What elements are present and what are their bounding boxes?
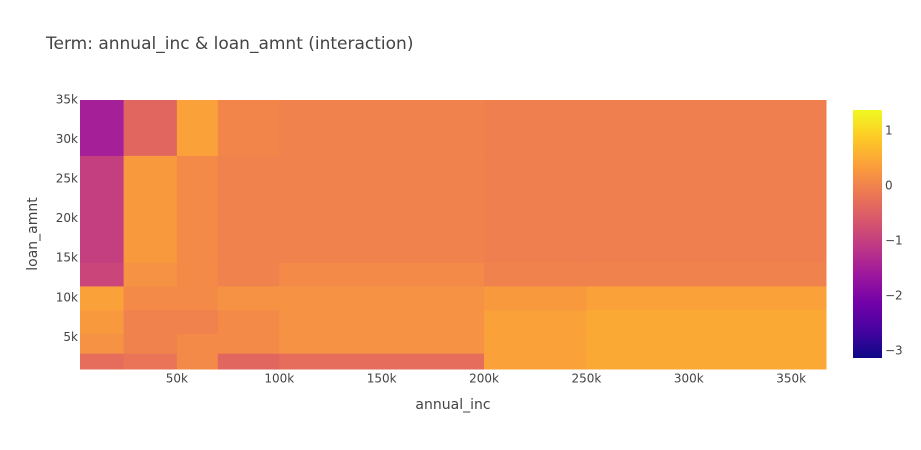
heatmap-cell [217, 155, 280, 263]
y-tick-label: 20k [56, 211, 78, 225]
heatmap-cell [484, 309, 587, 334]
heatmap-cell [176, 285, 219, 311]
y-tick-label: 5k [63, 330, 78, 344]
chart-title: Term: annual_inc & loan_amnt (interactio… [45, 34, 413, 54]
heatmap-cell [586, 309, 827, 334]
heatmap-cell [484, 353, 587, 370]
heatmap-cell [217, 333, 280, 354]
colorbar-tick-label: −1 [885, 233, 903, 247]
heatmap-cell [279, 100, 485, 156]
heatmap-cell [80, 309, 125, 334]
heatmap-cell [217, 285, 280, 311]
colorbar-tick-label: 0 [885, 178, 893, 192]
heatmap-cell [484, 155, 587, 263]
colorbar [853, 110, 882, 358]
heatmap-cell [80, 155, 125, 263]
y-tick-label: 10k [56, 290, 78, 304]
heatmap-cell [123, 333, 178, 354]
heatmap-cell [123, 262, 178, 287]
heatmap-cell [279, 333, 485, 354]
heatmap-cell [176, 353, 219, 370]
y-tick-label: 15k [56, 251, 78, 265]
heatmap-cell [80, 353, 125, 370]
heatmap-cell [484, 100, 587, 156]
heatmap-cell [217, 262, 280, 287]
heatmap-cell [176, 333, 219, 354]
x-tick-label: 150k [367, 372, 397, 386]
colorbar-tick-label: −2 [885, 288, 903, 302]
heatmap-cell [586, 333, 827, 354]
heatmap-cell [586, 262, 827, 287]
y-axis-title: loan_amnt [25, 197, 41, 271]
heatmap-cell [80, 262, 125, 287]
heatmap-cell [80, 100, 125, 156]
heatmap-cell [176, 262, 219, 287]
x-tick-label: 250k [571, 372, 601, 386]
heatmap-cell [279, 353, 485, 370]
heatmap-cell [279, 155, 485, 263]
heatmap-cell [123, 100, 178, 156]
heatmap-cell [176, 309, 219, 334]
x-tick-label: 350k [776, 372, 806, 386]
heatmap-cell [279, 262, 485, 287]
heatmap-cell [484, 262, 587, 287]
y-tick-label: 25k [56, 172, 78, 186]
y-tick-label: 35k [56, 93, 78, 107]
heatmap-cell [484, 333, 587, 354]
heatmap-cell [586, 155, 827, 263]
heatmap-cell [176, 155, 219, 263]
heatmap-cell [279, 309, 485, 334]
heatmap-cell [217, 353, 280, 370]
heatmap-cell [586, 100, 827, 156]
heatmap-cell [217, 100, 280, 156]
heatmap-cell [586, 353, 827, 370]
heatmap-cell [80, 285, 125, 311]
x-axis-title: annual_inc [415, 397, 490, 413]
colorbar-tick-label: −3 [885, 343, 903, 357]
heatmap-cell [176, 100, 219, 156]
heatmap-cell [123, 353, 178, 370]
x-tick-label: 200k [469, 372, 499, 386]
heatmap-cell [123, 285, 178, 311]
heatmap-cell [123, 309, 178, 334]
heatmap-cell [484, 285, 587, 311]
y-tick-label: 30k [56, 132, 78, 146]
x-tick-label: 100k [264, 372, 294, 386]
x-tick-label: 300k [674, 372, 704, 386]
heatmap-cell [80, 333, 125, 354]
x-tick-label: 50k [166, 372, 188, 386]
heatmap-cell [123, 155, 178, 263]
colorbar-tick-label: 1 [885, 123, 893, 137]
heatmap-cell [586, 285, 827, 311]
heatmap-cell [217, 309, 280, 334]
heatmap-cell [279, 285, 485, 311]
